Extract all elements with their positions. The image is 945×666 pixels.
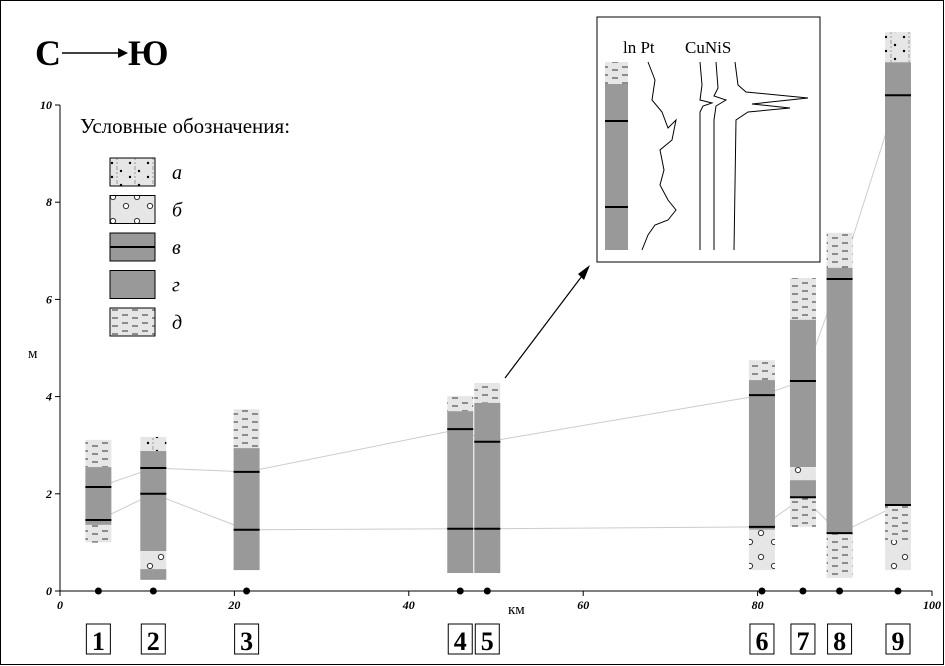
column-position — [799, 588, 806, 595]
layer — [885, 32, 911, 62]
layer — [749, 530, 775, 570]
layer — [749, 360, 775, 380]
layer — [827, 268, 853, 533]
legend-label: д — [172, 312, 182, 334]
layer — [234, 409, 260, 448]
layer — [790, 480, 816, 497]
y-tick-label: 4 — [45, 390, 52, 404]
layer — [790, 278, 816, 320]
layer — [140, 569, 166, 580]
column-position — [95, 588, 102, 595]
legend-swatch — [110, 308, 155, 336]
column-number: 7 — [796, 627, 809, 656]
inset-label: CuNiS — [685, 38, 731, 57]
layer — [474, 403, 500, 573]
layer — [885, 540, 911, 570]
column-position — [150, 588, 157, 595]
x-tick-label: 60 — [577, 598, 589, 612]
layer — [790, 497, 816, 527]
column-position — [457, 588, 464, 595]
column-position — [894, 588, 901, 595]
column-number: 4 — [454, 627, 467, 656]
legend-swatch — [110, 271, 155, 299]
column-number: 8 — [833, 627, 846, 656]
layer — [885, 62, 911, 505]
chart: С Ю м км Условные обозначения: ln Pt CuN… — [0, 0, 945, 666]
y-tick-label: 2 — [45, 487, 52, 501]
layer — [827, 233, 853, 268]
layer — [827, 533, 853, 578]
y-tick-label: 8 — [46, 195, 52, 209]
x-tick-label: 20 — [227, 598, 240, 612]
column-number: 5 — [481, 627, 494, 656]
inset-layer — [605, 62, 628, 84]
title-south: Ю — [128, 33, 169, 73]
y-axis-label: м — [28, 346, 38, 362]
layer — [474, 383, 500, 403]
title-north: С — [35, 33, 61, 73]
x-tick-label: 100 — [923, 598, 941, 612]
y-tick-label: 10 — [40, 98, 52, 112]
layer — [790, 467, 816, 480]
legend-label: в — [172, 237, 181, 259]
inset-label: ln Pt — [623, 38, 655, 57]
legend-swatch — [110, 196, 155, 224]
x-axis-label: км — [508, 602, 525, 618]
layer — [140, 437, 166, 451]
column-position — [758, 588, 765, 595]
x-tick-label: 0 — [57, 598, 63, 612]
y-tick-label: 0 — [46, 584, 52, 598]
column-position — [836, 588, 843, 595]
layer — [749, 380, 775, 530]
legend-swatch — [110, 158, 155, 186]
layer — [85, 467, 111, 525]
legend-label: б — [172, 200, 183, 222]
column-number: 6 — [755, 627, 768, 656]
layer — [234, 448, 260, 570]
x-tick-label: 80 — [752, 598, 764, 612]
column-number: 2 — [147, 627, 160, 656]
layer — [140, 451, 166, 551]
layer — [885, 505, 911, 540]
legend-label: а — [172, 162, 182, 184]
x-tick-label: 40 — [402, 598, 415, 612]
layer — [140, 551, 166, 569]
column-position — [484, 588, 491, 595]
column-number: 3 — [240, 627, 253, 656]
column-number: 1 — [92, 627, 105, 656]
layer — [85, 440, 111, 467]
legend-title: Условные обозначения: — [80, 114, 290, 138]
legend-label: г — [172, 275, 180, 297]
layer — [447, 396, 473, 411]
column-number: 9 — [891, 627, 904, 656]
layer — [447, 411, 473, 573]
inset-layer — [605, 84, 628, 250]
y-tick-label: 6 — [46, 292, 52, 306]
layer — [790, 320, 816, 467]
layer — [85, 525, 111, 542]
column-position — [243, 588, 250, 595]
